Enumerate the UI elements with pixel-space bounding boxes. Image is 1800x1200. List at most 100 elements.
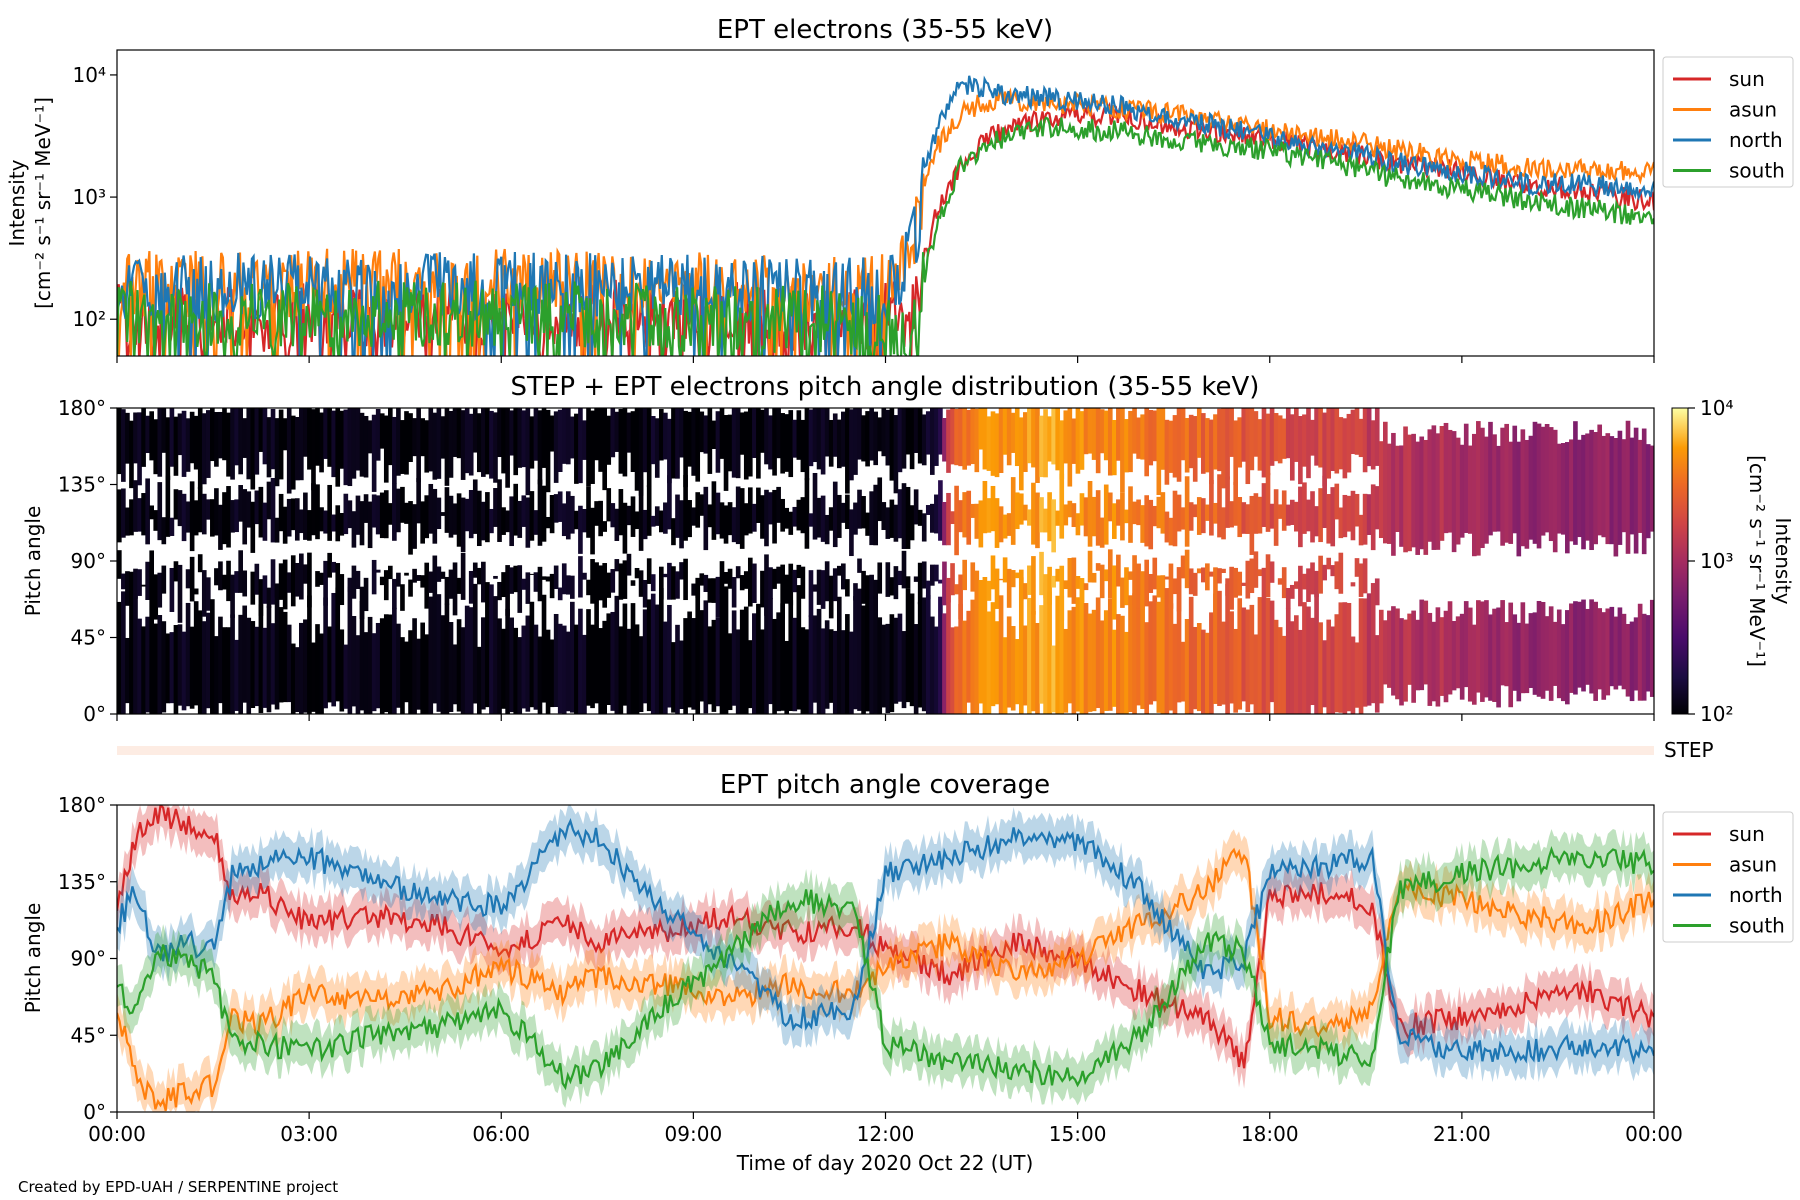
- pad-cell: [1589, 429, 1594, 551]
- pad-cell: [1164, 419, 1170, 485]
- pad-cell: [946, 586, 951, 603]
- pad-cell: [1027, 597, 1032, 714]
- pad-cell: [404, 411, 409, 475]
- pad-cell: [125, 637, 130, 704]
- pad-cell: [638, 636, 644, 713]
- pad-cell: [286, 624, 292, 703]
- pad-cell: [533, 572, 539, 592]
- pad-cell: [1172, 578, 1178, 595]
- pad-cell: [432, 488, 438, 544]
- pad-cell: [1027, 509, 1032, 526]
- pad-cell: [481, 501, 486, 541]
- pad-cell: [557, 409, 563, 473]
- pad-cell: [614, 411, 620, 452]
- coverage-legend-label-north: north: [1729, 883, 1783, 907]
- pad-cell: [1196, 408, 1202, 458]
- pad-cell: [205, 612, 211, 709]
- pad-cell: [614, 508, 620, 541]
- pad-cell: [537, 479, 543, 546]
- pad-cell: [375, 622, 381, 709]
- pad-cell: [226, 486, 231, 548]
- pad-cell: [1160, 575, 1166, 599]
- pad-cell: [703, 600, 709, 714]
- pad-cell: [1459, 444, 1465, 538]
- pad-cell: [1188, 568, 1194, 595]
- pad-cell: [873, 484, 879, 546]
- pad-cell: [650, 515, 656, 527]
- pad-cell: [137, 412, 142, 486]
- pad-cell: [282, 611, 288, 703]
- pad-cell: [315, 484, 320, 540]
- pad-cell: [1241, 582, 1247, 586]
- pad-cell: [1565, 610, 1570, 705]
- pad-cell: [1176, 408, 1182, 482]
- pad-cell: [1184, 619, 1190, 714]
- pad-cell: [1225, 408, 1230, 480]
- pad-cell: [226, 412, 231, 477]
- pad-cell: [743, 606, 749, 714]
- pad-cell: [359, 586, 365, 619]
- pad-cell: [683, 474, 688, 541]
- pad-cell: [327, 484, 332, 541]
- pad-cell: [752, 613, 757, 714]
- pad-cell: [929, 616, 935, 714]
- pad-cell: [1508, 602, 1514, 708]
- pad-cell: [942, 561, 947, 606]
- pad-cell: [125, 507, 130, 536]
- pad-cell: [339, 512, 345, 536]
- pad-cell: [1156, 575, 1162, 598]
- pad-cell: [683, 558, 688, 601]
- pad-cell: [683, 618, 688, 714]
- pad-colorbar-gradient: [1671, 407, 1689, 715]
- pad-cell: [1018, 577, 1024, 714]
- pad-cell: [505, 608, 510, 714]
- pad-cell: [1059, 595, 1065, 714]
- pad-cell: [946, 492, 951, 546]
- pad-cell: [1269, 408, 1275, 466]
- intensity-panel-title: EPT electrons (35-55 keV): [717, 15, 1053, 45]
- pad-cell: [258, 408, 264, 452]
- pad-cell: [804, 408, 810, 481]
- pad-cell: [408, 501, 413, 555]
- pad-cell: [210, 408, 215, 462]
- pad-cell: [792, 617, 798, 712]
- pad-cell: [157, 615, 163, 714]
- pad-cell: [865, 604, 870, 712]
- pad-cell: [812, 584, 818, 592]
- pad-cell: [942, 418, 947, 462]
- pad-cell: [549, 494, 555, 534]
- pad-cell: [359, 600, 365, 711]
- pad-cell: [1051, 499, 1056, 553]
- pad-cell: [913, 624, 919, 714]
- pad-cell: [476, 490, 482, 547]
- pad-cell: [1289, 414, 1295, 481]
- pad-cell: [832, 630, 838, 714]
- pad-cell: [468, 607, 474, 714]
- pad-cell: [517, 408, 523, 468]
- pad-cell: [990, 485, 996, 532]
- pad-cell: [1480, 427, 1485, 549]
- pad-cell: [303, 408, 308, 457]
- pad-cell: [347, 500, 353, 529]
- pad-cell: [1370, 583, 1376, 605]
- pad-cell: [262, 502, 268, 541]
- pad-cell: [485, 584, 490, 708]
- pad-cell: [1209, 479, 1214, 536]
- pad-cell: [456, 577, 462, 594]
- pad-cell: [715, 617, 721, 707]
- pad-cell: [222, 408, 227, 461]
- pad-cell: [553, 613, 559, 707]
- coverage-x-label: Time of day 2020 Oct 22 (UT): [736, 1151, 1034, 1175]
- pad-cell: [1168, 517, 1174, 546]
- pad-cell: [1168, 420, 1174, 473]
- pad-cell: [367, 420, 373, 454]
- pad-cell: [622, 560, 628, 599]
- pad-cell: [578, 556, 583, 598]
- pad-cell: [254, 563, 260, 595]
- pad-cell: [181, 410, 187, 477]
- pad-cell: [1140, 571, 1145, 610]
- pad-cell: [363, 577, 369, 612]
- pad-cell: [711, 578, 717, 603]
- pad-cell: [1294, 408, 1299, 462]
- pad-cell: [861, 415, 866, 462]
